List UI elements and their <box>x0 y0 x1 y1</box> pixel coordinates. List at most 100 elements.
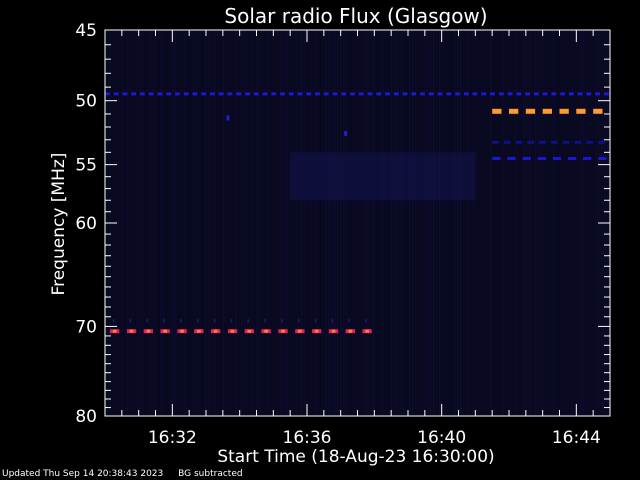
band-echo <box>281 319 283 323</box>
band-segment <box>586 140 593 144</box>
texture-column <box>589 31 591 415</box>
texture-column <box>475 31 477 415</box>
texture-column <box>553 31 555 415</box>
y-tick-label: 60 <box>75 214 97 234</box>
band-segment <box>539 140 546 144</box>
texture-column <box>253 31 255 415</box>
emission-spot <box>226 115 230 121</box>
texture-column <box>502 31 504 415</box>
texture-column <box>457 31 459 415</box>
band-echo <box>197 319 199 323</box>
texture-column <box>241 31 243 415</box>
band-segment <box>446 92 452 96</box>
texture-column <box>499 31 501 415</box>
band-segment <box>551 140 558 144</box>
texture-column <box>337 31 339 415</box>
texture-column <box>571 31 573 415</box>
texture-column <box>304 31 306 415</box>
band-segment <box>598 157 607 160</box>
band-segment <box>297 92 303 96</box>
texture-column <box>523 31 525 415</box>
band-echo <box>298 319 300 323</box>
band-segment <box>437 92 443 96</box>
band-core <box>331 329 336 333</box>
band-segment <box>332 92 338 96</box>
texture-column <box>292 31 294 415</box>
texture-column <box>160 31 162 415</box>
band-segment <box>559 108 569 114</box>
texture-column <box>370 31 372 415</box>
texture-column <box>247 31 249 415</box>
texture-column <box>490 31 492 415</box>
band-segment <box>323 92 329 96</box>
band-echo <box>348 319 350 323</box>
texture-column <box>286 31 288 415</box>
band-core <box>264 329 268 333</box>
band-echo <box>230 319 233 323</box>
texture-column <box>466 31 468 415</box>
band-core <box>112 329 117 333</box>
band-segment <box>245 92 250 96</box>
texture-column <box>460 31 462 415</box>
band-core <box>197 329 201 333</box>
texture-column <box>340 31 342 415</box>
texture-column <box>232 31 234 415</box>
texture-column <box>139 31 141 415</box>
band-echo <box>264 319 266 323</box>
band-segment <box>603 92 609 96</box>
band-segment <box>595 92 600 96</box>
band-segment <box>455 92 460 96</box>
band-segment <box>306 92 312 96</box>
band-segment <box>515 140 523 144</box>
texture-column <box>409 31 411 415</box>
y-axis-label: Frequency [MHz] <box>49 153 69 296</box>
texture-column <box>235 31 237 415</box>
texture-column <box>250 31 252 415</box>
texture-column <box>394 31 396 415</box>
texture-column <box>142 31 144 415</box>
texture-column <box>550 31 552 415</box>
texture-column <box>187 31 189 415</box>
band-segment <box>253 92 259 96</box>
texture-patch <box>290 152 476 201</box>
band-segment <box>157 92 163 96</box>
band-core <box>213 329 218 333</box>
background-note: BG subtracted <box>178 469 243 479</box>
texture-column <box>352 31 354 415</box>
texture-column <box>433 31 435 415</box>
texture-column <box>133 31 135 415</box>
band-segment <box>574 140 582 144</box>
x-tick-label: 16:32 <box>148 428 197 448</box>
texture-column <box>580 31 582 415</box>
emission-bands <box>105 92 609 334</box>
texture-column <box>562 31 564 415</box>
texture-column <box>130 31 132 415</box>
band-segment <box>576 108 586 114</box>
texture-column <box>481 31 483 415</box>
band-segment <box>542 108 552 114</box>
band-segment <box>315 92 320 96</box>
x-tick-label: 16:36 <box>283 428 332 448</box>
texture-column <box>556 31 558 415</box>
texture-column <box>289 31 291 415</box>
texture-column <box>565 31 567 415</box>
band-segment <box>288 92 294 96</box>
band-segment <box>525 92 530 96</box>
texture-column <box>199 31 201 415</box>
band-segment <box>568 92 574 96</box>
texture-column <box>406 31 408 415</box>
texture-column <box>175 31 177 415</box>
band-segment <box>402 92 408 96</box>
x-tick-label: 16:40 <box>417 428 466 448</box>
band-segment <box>586 92 592 96</box>
texture-column <box>397 31 399 415</box>
band-segment <box>593 108 603 114</box>
texture-column <box>214 31 216 415</box>
texture-column <box>412 31 414 415</box>
texture-column <box>364 31 366 415</box>
texture-column <box>496 31 498 415</box>
band-segment <box>492 140 499 144</box>
texture-column <box>445 31 447 415</box>
band-segment <box>463 92 469 96</box>
texture-column <box>145 31 147 415</box>
